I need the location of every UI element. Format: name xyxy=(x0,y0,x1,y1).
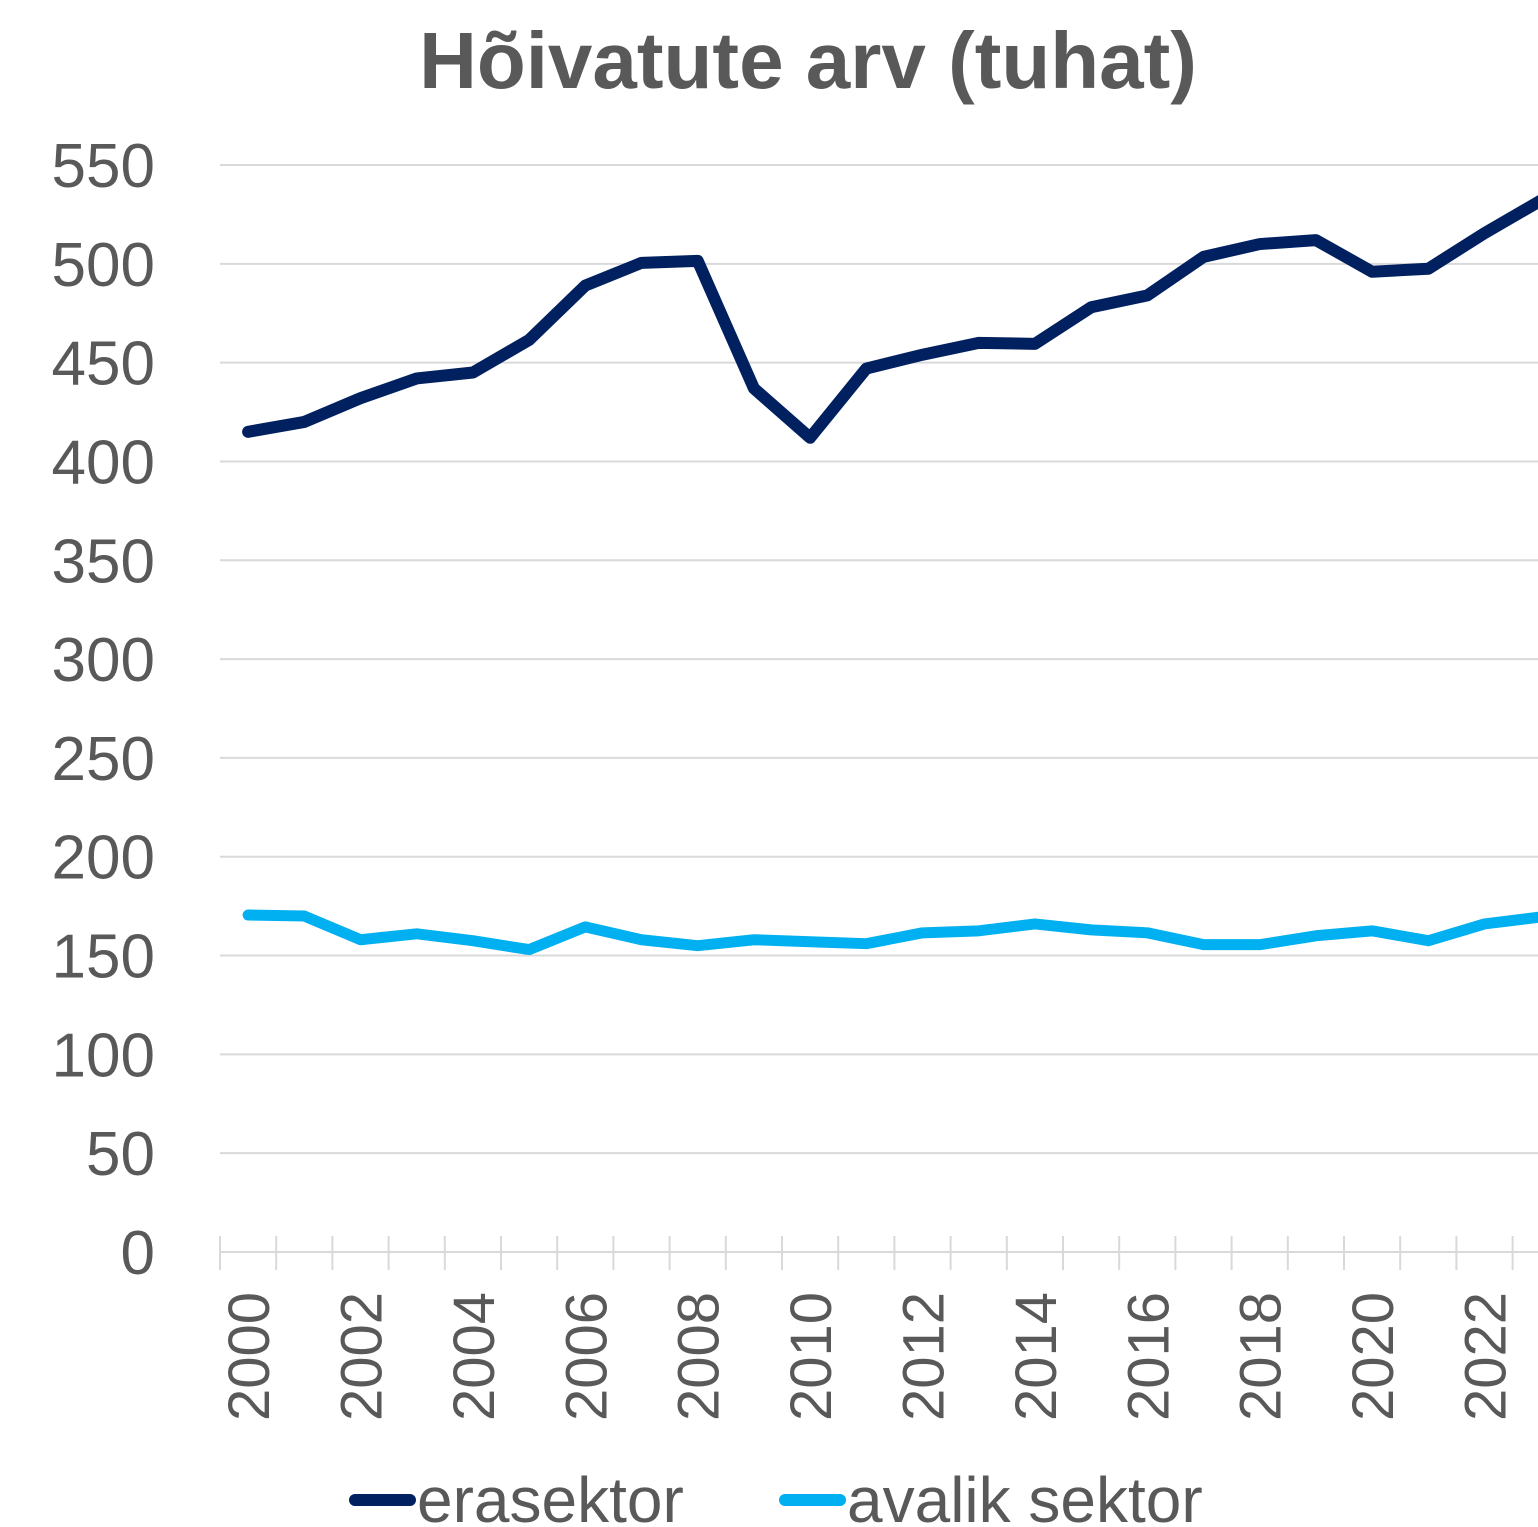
y-tick-label: 250 xyxy=(52,725,155,794)
series-line xyxy=(242,195,1538,444)
x-tick-label: 2016 xyxy=(1116,1292,1181,1421)
series-line xyxy=(242,909,1538,956)
x-tick-label: 2000 xyxy=(217,1292,282,1421)
y-tick-label: 300 xyxy=(52,626,155,695)
y-tick-label: 400 xyxy=(52,428,155,497)
x-tick-label: 2006 xyxy=(554,1292,619,1421)
y-tick-label: 100 xyxy=(52,1021,155,1090)
x-tick-label: 2020 xyxy=(1341,1292,1406,1421)
y-tick-label: 0 xyxy=(121,1219,155,1288)
y-tick-label: 150 xyxy=(52,923,155,992)
y-tick-label: 50 xyxy=(86,1120,155,1189)
y-tick-label: 500 xyxy=(52,231,155,300)
x-tick-label: 2010 xyxy=(779,1292,844,1421)
x-tick-label: 2012 xyxy=(892,1292,957,1421)
y-tick-label: 200 xyxy=(52,824,155,893)
y-tick-label: 450 xyxy=(52,330,155,399)
x-tick-label: 2008 xyxy=(667,1292,732,1421)
x-tick-label: 2002 xyxy=(330,1292,395,1421)
y-tick-label: 350 xyxy=(52,527,155,596)
chart-title: Hõivatute arv (tuhat) xyxy=(419,16,1197,105)
legend-label: erasektor xyxy=(417,1464,684,1527)
x-tick-label: 2004 xyxy=(442,1292,507,1421)
x-tick-label: 2014 xyxy=(1004,1292,1069,1421)
x-tick-label: 2022 xyxy=(1454,1292,1519,1421)
x-tick-label: 2018 xyxy=(1229,1292,1294,1421)
y-tick-label: 550 xyxy=(52,132,155,201)
legend-label: avalik sektor xyxy=(847,1464,1203,1527)
